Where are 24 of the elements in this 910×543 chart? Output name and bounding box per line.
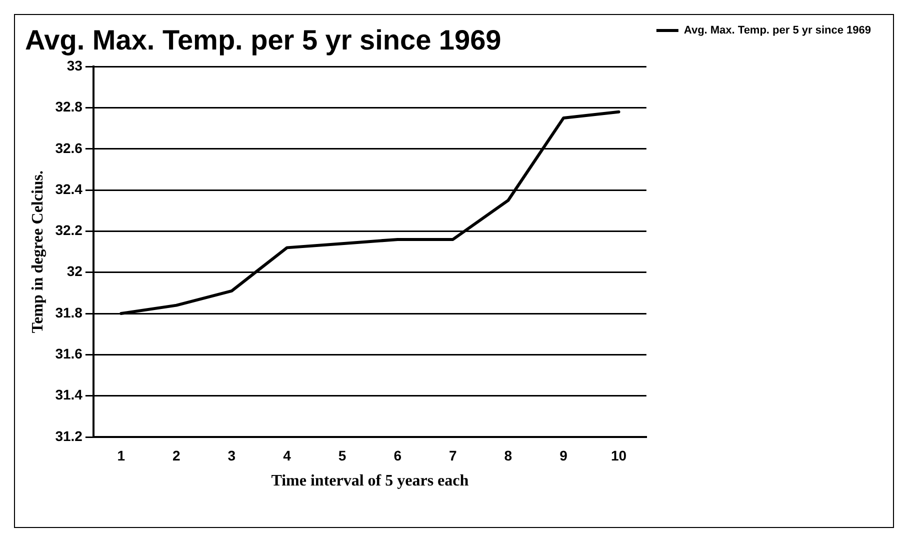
y-tick-label: 32.6 bbox=[55, 140, 83, 156]
x-tick-label: 3 bbox=[228, 447, 236, 464]
y-axis-title: Temp in degree Celcius. bbox=[30, 170, 47, 334]
chart-title: Avg. Max. Temp. per 5 yr since 1969 bbox=[25, 24, 502, 56]
legend-label: Avg. Max. Temp. per 5 yr since 1969 bbox=[684, 24, 872, 37]
y-tick-label: 32 bbox=[66, 263, 83, 280]
x-tick-label: 4 bbox=[283, 447, 292, 464]
x-tick-label: 6 bbox=[394, 447, 402, 464]
y-tick-label: 31.2 bbox=[55, 428, 83, 444]
x-tick-label: 9 bbox=[560, 447, 568, 464]
y-tick-label: 32.8 bbox=[55, 98, 83, 115]
x-tick-label: 10 bbox=[610, 447, 627, 464]
y-tick-label: 31.6 bbox=[55, 346, 83, 362]
x-tick-label: 7 bbox=[448, 447, 457, 464]
y-tick-label: 31.8 bbox=[55, 304, 83, 320]
y-tick-label: 32.2 bbox=[55, 222, 83, 238]
y-tick-label: 32.4 bbox=[55, 180, 83, 197]
y-tick-label: 31.4 bbox=[55, 386, 83, 403]
x-tick-label: 2 bbox=[172, 447, 180, 464]
x-tick-label: 5 bbox=[338, 447, 346, 464]
x-tick-label: 8 bbox=[504, 447, 512, 464]
y-tick-label: 33 bbox=[66, 57, 83, 74]
x-tick-label: 1 bbox=[117, 447, 126, 464]
x-axis-title: Time interval of 5 years each bbox=[271, 472, 469, 490]
